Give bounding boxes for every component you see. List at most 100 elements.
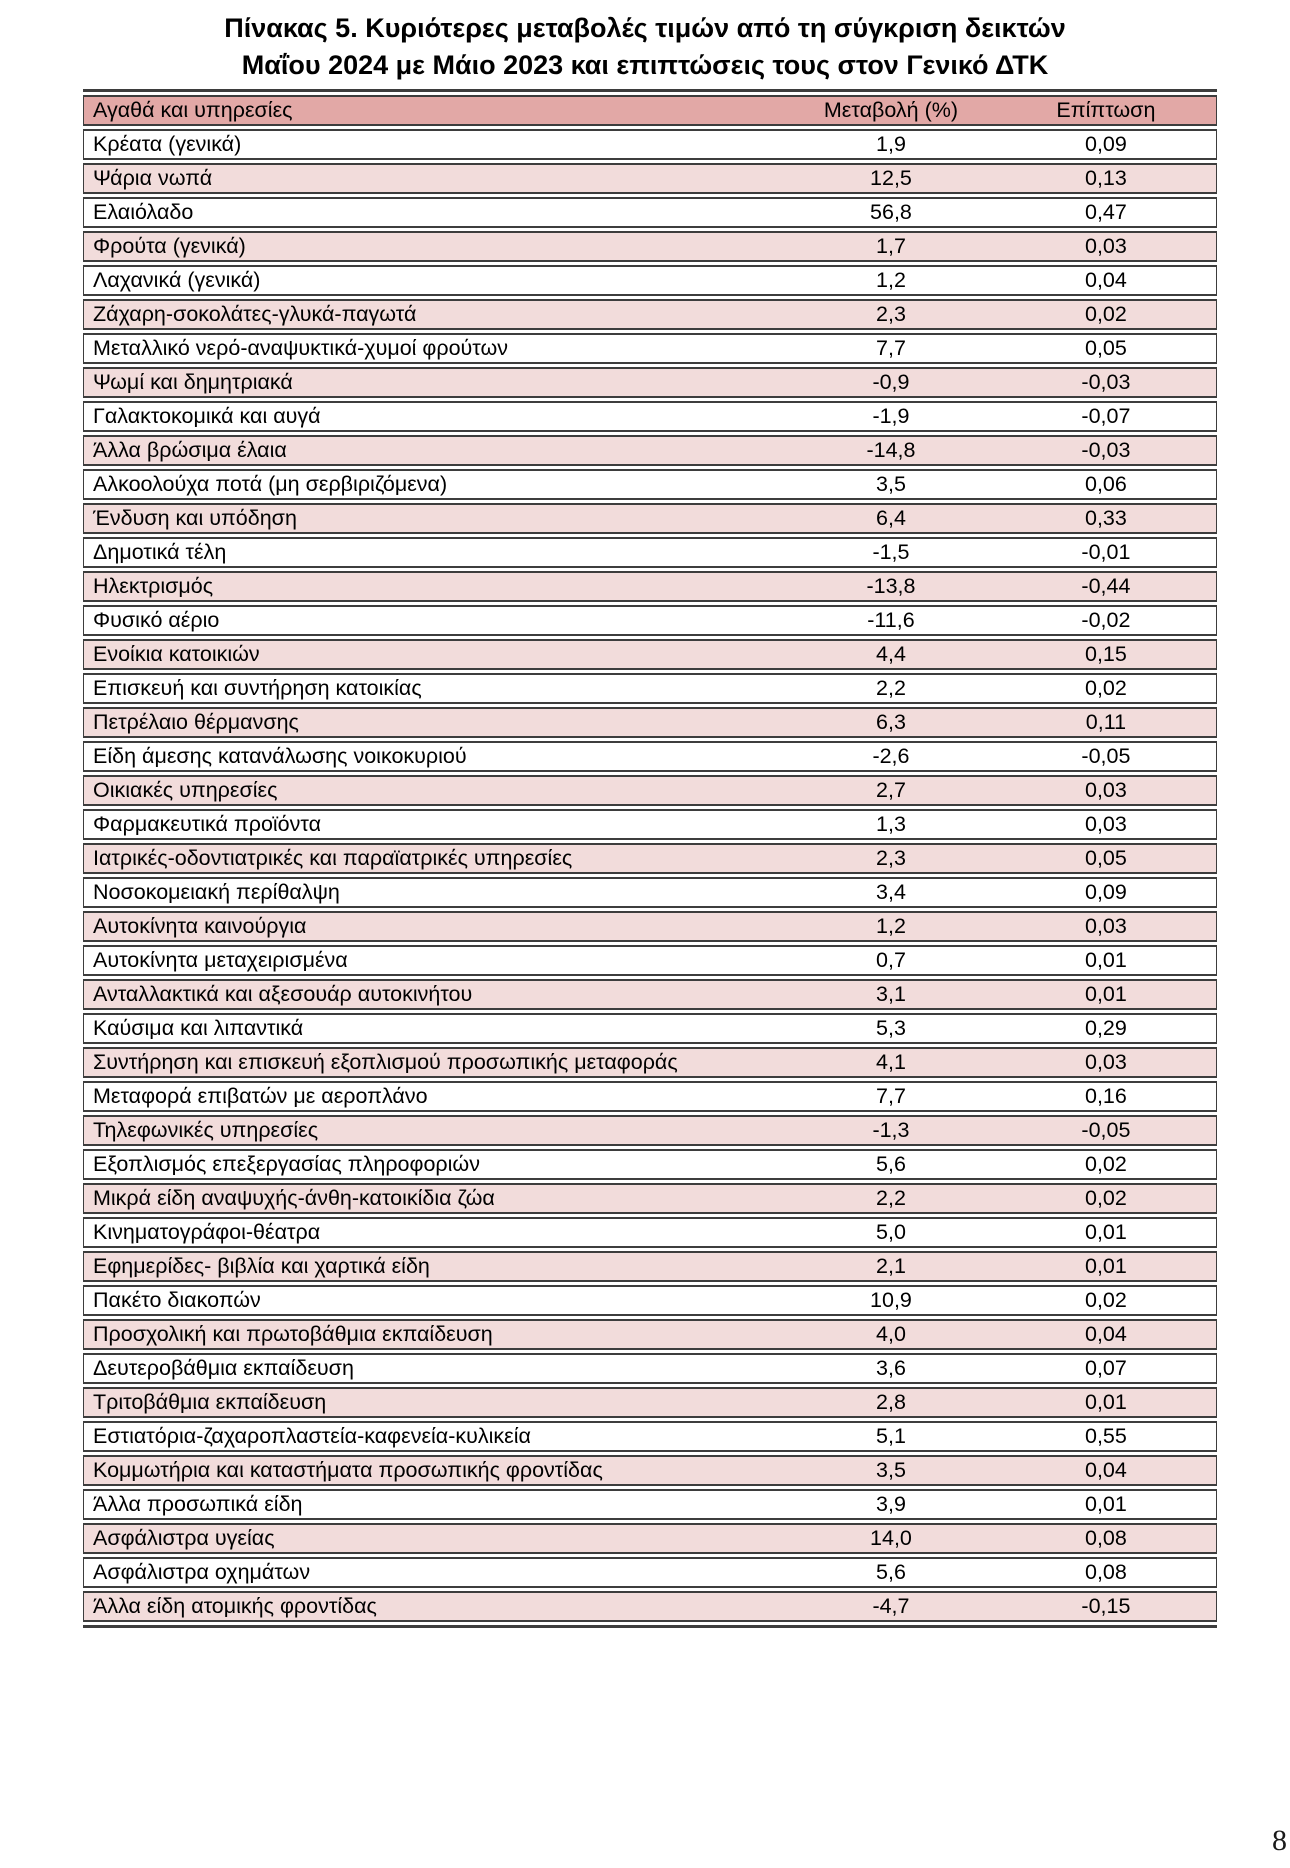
item-label: Ενοίκια κατοικιών xyxy=(83,639,787,670)
change-value: 1,2 xyxy=(786,265,996,296)
table-row: Μικρά είδη αναψυχής-άνθη-κατοικίδια ζώα 2… xyxy=(83,1183,1217,1214)
impact-value: -0,05 xyxy=(995,1115,1217,1146)
impact-value: 0,47 xyxy=(995,197,1217,228)
table-row: Συντήρηση και επισκευή εξοπλισμού προσωπ… xyxy=(83,1047,1217,1078)
change-value: -1,9 xyxy=(786,401,996,432)
change-value: 5,6 xyxy=(786,1149,996,1180)
item-label: Ηλεκτρισμός xyxy=(83,571,787,602)
table-row: Εστιατόρια-ζαχαροπλαστεία-καφενεία-κυλικ… xyxy=(83,1421,1217,1452)
impact-value: 0,05 xyxy=(995,843,1217,874)
table-row: Ψωμί και δημητριακά -0,9 -0,03 xyxy=(83,367,1217,398)
impact-value: 0,06 xyxy=(995,469,1217,500)
table-row: Ανταλλακτικά και αξεσουάρ αυτοκινήτου 3,1… xyxy=(83,979,1217,1010)
change-value: 6,3 xyxy=(786,707,996,738)
table-row: Εφημερίδες- βιβλία και χαρτικά είδη 2,1 0,… xyxy=(83,1251,1217,1282)
impact-value: 0,04 xyxy=(995,265,1217,296)
table-row: Άλλα προσωπικά είδη 3,9 0,01 xyxy=(83,1489,1217,1520)
table-row: Φυσικό αέριο -11,6 -0,02 xyxy=(83,605,1217,636)
change-value: 10,9 xyxy=(786,1285,996,1316)
change-value: 56,8 xyxy=(786,197,996,228)
item-label: Κρέατα (γενικά) xyxy=(83,129,787,160)
item-label: Αυτοκίνητα μεταχειρισμένα xyxy=(83,945,787,976)
impact-value: -0,05 xyxy=(995,741,1217,772)
item-label: Είδη άμεσης κατανάλωσης νοικοκυριού xyxy=(83,741,787,772)
impact-value: 0,11 xyxy=(995,707,1217,738)
impact-value: -0,01 xyxy=(995,537,1217,568)
change-value: -13,8 xyxy=(786,571,996,602)
table-title: Πίνακας 5. Κυριότερες μεταβολές τιμών απ… xyxy=(0,0,1290,84)
table-row: Κινηματογράφοι-θέατρα 5,0 0,01 xyxy=(83,1217,1217,1248)
change-value: -11,6 xyxy=(786,605,996,636)
table-row: Αυτοκίνητα μεταχειρισμένα 0,7 0,01 xyxy=(83,945,1217,976)
table-row: Ασφάλιστρα οχημάτων 5,6 0,08 xyxy=(83,1557,1217,1588)
item-label: Αλκοολούχα ποτά (μη σερβιριζόμενα) xyxy=(83,469,787,500)
column-header-goods-services: Αγαθά και υπηρεσίες xyxy=(83,95,787,126)
item-label: Συντήρηση και επισκευή εξοπλισμού προσωπ… xyxy=(83,1047,787,1078)
change-value: -14,8 xyxy=(786,435,996,466)
table-row: Άλλα είδη ατομικής φροντίδας -4,7 -0,15 xyxy=(83,1591,1217,1622)
change-value: 14,0 xyxy=(786,1523,996,1554)
change-value: 2,7 xyxy=(786,775,996,806)
item-label: Οικιακές υπηρεσίες xyxy=(83,775,787,806)
item-label: Τριτοβάθμια εκπαίδευση xyxy=(83,1387,787,1418)
table-row: Ιατρικές-οδοντιατρικές και παραϊατρικές … xyxy=(83,843,1217,874)
impact-value: 0,04 xyxy=(995,1455,1217,1486)
change-value: 2,1 xyxy=(786,1251,996,1282)
item-label: Αυτοκίνητα καινούργια xyxy=(83,911,787,942)
impact-value: 0,15 xyxy=(995,639,1217,670)
change-value: 12,5 xyxy=(786,163,996,194)
table-row: Φρούτα (γενικά) 1,7 0,03 xyxy=(83,231,1217,262)
change-value: 6,4 xyxy=(786,503,996,534)
table-row: Τηλεφωνικές υπηρεσίες -1,3 -0,05 xyxy=(83,1115,1217,1146)
table-row: Μεταφορά επιβατών με αεροπλάνο 7,7 0,16 xyxy=(83,1081,1217,1112)
change-value: 1,9 xyxy=(786,129,996,160)
table-row: Γαλακτοκομικά και αυγά -1,9 -0,07 xyxy=(83,401,1217,432)
impact-value: 0,09 xyxy=(995,129,1217,160)
table-row: Πετρέλαιο θέρμανσης 6,3 0,11 xyxy=(83,707,1217,738)
impact-value: 0,03 xyxy=(995,911,1217,942)
impact-value: 0,02 xyxy=(995,1149,1217,1180)
change-value: 3,5 xyxy=(786,469,996,500)
impact-value: 0,03 xyxy=(995,775,1217,806)
item-label: Φυσικό αέριο xyxy=(83,605,787,636)
item-label: Ιατρικές-οδοντιατρικές και παραϊατρικές … xyxy=(83,843,787,874)
change-value: 4,0 xyxy=(786,1319,996,1350)
impact-value: 0,03 xyxy=(995,809,1217,840)
change-value: 0,7 xyxy=(786,945,996,976)
item-label: Νοσοκομειακή περίθαλψη xyxy=(83,877,787,908)
table-row: Προσχολική και πρωτοβάθμια εκπαίδευση 4,0… xyxy=(83,1319,1217,1350)
impact-value: -0,03 xyxy=(995,435,1217,466)
table-row: Τριτοβάθμια εκπαίδευση 2,8 0,01 xyxy=(83,1387,1217,1418)
item-label: Φαρμακευτικά προϊόντα xyxy=(83,809,787,840)
table-row: Κρέατα (γενικά) 1,9 0,09 xyxy=(83,129,1217,160)
impact-value: 0,07 xyxy=(995,1353,1217,1384)
change-value: 5,1 xyxy=(786,1421,996,1452)
item-label: Εφημερίδες- βιβλία και χαρτικά είδη xyxy=(83,1251,787,1282)
impact-value: 0,55 xyxy=(995,1421,1217,1452)
item-label: Μικρά είδη αναψυχής-άνθη-κατοικίδια ζώα xyxy=(83,1183,787,1214)
change-value: 2,8 xyxy=(786,1387,996,1418)
item-label: Μεταλλικό νερό-αναψυκτικά-χυμοί φρούτων xyxy=(83,333,787,364)
impact-value: -0,02 xyxy=(995,605,1217,636)
impact-value: 0,01 xyxy=(995,945,1217,976)
item-label: Ελαιόλαδο xyxy=(83,197,787,228)
table-row: Ψάρια νωπά 12,5 0,13 xyxy=(83,163,1217,194)
cpi-changes-table-container: Αγαθά και υπηρεσίες Μεταβολή (%) Επίπτωσ… xyxy=(83,89,1217,1628)
item-label: Προσχολική και πρωτοβάθμια εκπαίδευση xyxy=(83,1319,787,1350)
item-label: Γαλακτοκομικά και αυγά xyxy=(83,401,787,432)
table-row: Πακέτο διακοπών 10,9 0,02 xyxy=(83,1285,1217,1316)
impact-value: 0,13 xyxy=(995,163,1217,194)
table-row: Οικιακές υπηρεσίες 2,7 0,03 xyxy=(83,775,1217,806)
impact-value: -0,44 xyxy=(995,571,1217,602)
column-header-impact: Επίπτωση xyxy=(995,95,1217,126)
change-value: 2,3 xyxy=(786,843,996,874)
item-label: Καύσιμα και λιπαντικά xyxy=(83,1013,787,1044)
table-body: Κρέατα (γενικά) 1,9 0,09 Ψάρια νωπά 12,5 0,13… xyxy=(83,129,1217,1622)
change-value: -0,9 xyxy=(786,367,996,398)
change-value: -4,7 xyxy=(786,1591,996,1622)
impact-value: 0,03 xyxy=(995,231,1217,262)
impact-value: 0,01 xyxy=(995,979,1217,1010)
impact-value: 0,01 xyxy=(995,1489,1217,1520)
impact-value: 0,02 xyxy=(995,299,1217,330)
impact-value: -0,07 xyxy=(995,401,1217,432)
